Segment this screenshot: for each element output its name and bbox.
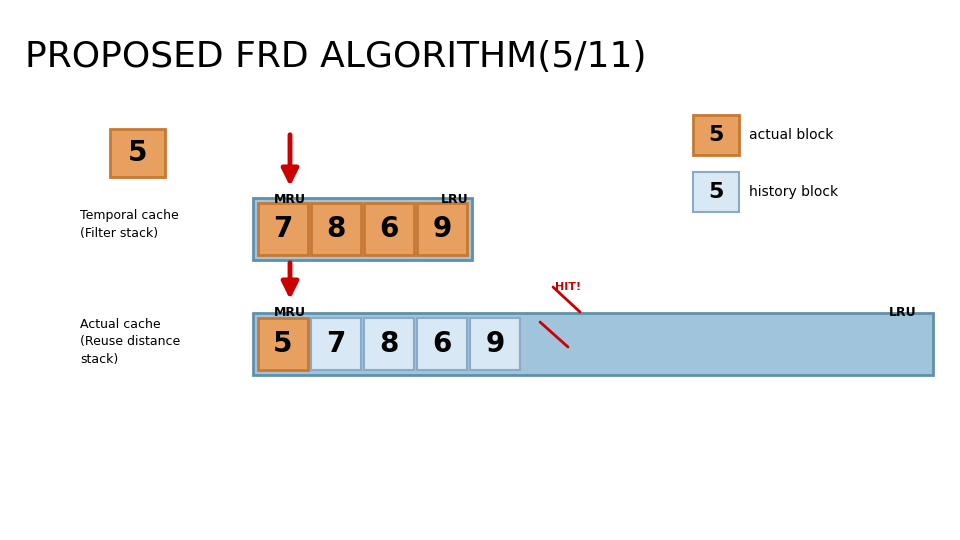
FancyBboxPatch shape	[258, 203, 308, 255]
Text: PROPOSED FRD ALGORITHM(5/11): PROPOSED FRD ALGORITHM(5/11)	[25, 40, 646, 74]
FancyBboxPatch shape	[693, 172, 739, 212]
FancyBboxPatch shape	[693, 115, 739, 155]
FancyBboxPatch shape	[253, 198, 472, 260]
Text: 5: 5	[274, 330, 293, 358]
FancyBboxPatch shape	[311, 203, 361, 255]
Text: history block: history block	[749, 185, 838, 199]
Text: 8: 8	[326, 215, 346, 243]
Text: 5: 5	[128, 139, 147, 167]
Text: Temporal cache
(Filter stack): Temporal cache (Filter stack)	[80, 210, 179, 240]
Text: 5: 5	[708, 182, 724, 202]
FancyBboxPatch shape	[110, 129, 165, 177]
Text: LRU: LRU	[442, 193, 468, 206]
Text: MRU: MRU	[274, 306, 306, 319]
Text: LRU: LRU	[889, 306, 917, 319]
Text: 7: 7	[326, 330, 346, 358]
Text: 9: 9	[486, 330, 505, 358]
FancyBboxPatch shape	[311, 318, 361, 370]
Text: 6: 6	[379, 215, 398, 243]
Text: Actual cache
(Reuse distance
stack): Actual cache (Reuse distance stack)	[80, 318, 180, 367]
Text: 9: 9	[432, 215, 451, 243]
FancyBboxPatch shape	[417, 203, 467, 255]
FancyBboxPatch shape	[364, 318, 414, 370]
FancyBboxPatch shape	[253, 313, 933, 375]
Text: actual block: actual block	[749, 128, 833, 142]
Text: HIT!: HIT!	[555, 282, 581, 292]
Text: MRU: MRU	[274, 193, 306, 206]
Text: 7: 7	[274, 215, 293, 243]
Text: 6: 6	[432, 330, 452, 358]
FancyBboxPatch shape	[258, 318, 308, 370]
FancyBboxPatch shape	[417, 318, 467, 370]
FancyBboxPatch shape	[364, 203, 414, 255]
FancyBboxPatch shape	[470, 318, 520, 370]
Text: 8: 8	[379, 330, 398, 358]
Text: 5: 5	[708, 125, 724, 145]
